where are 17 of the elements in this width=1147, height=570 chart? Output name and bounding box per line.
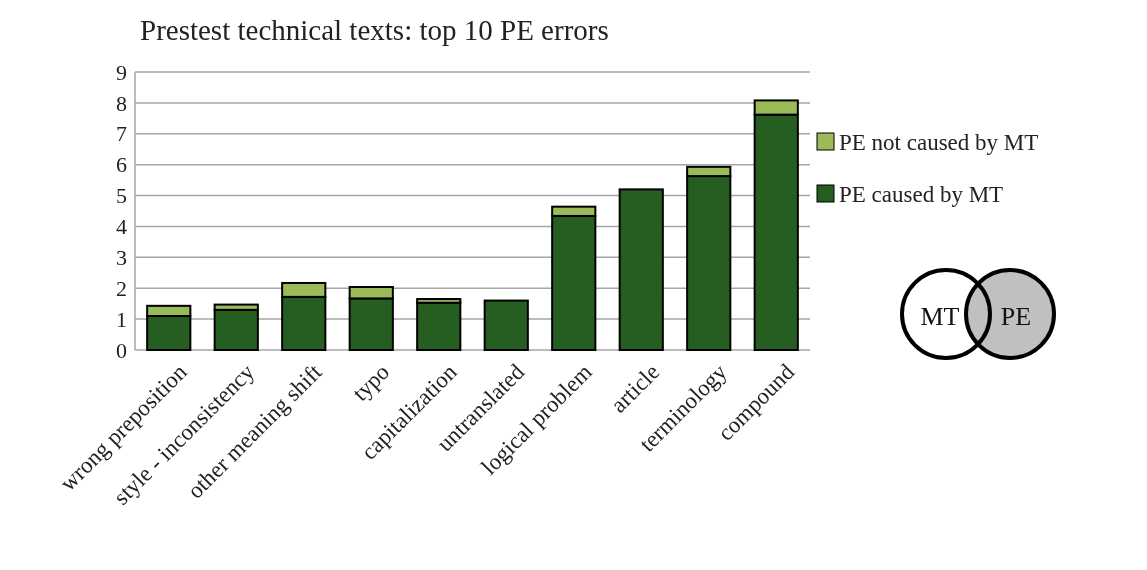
bar [213, 308, 259, 351]
y-tick-label: 6 [116, 152, 127, 178]
y-tick-label: 5 [116, 183, 127, 209]
legend-label: PE not caused by MT [839, 130, 1039, 156]
y-tick-label: 2 [116, 275, 127, 301]
y-tick-label: 4 [116, 214, 127, 240]
chart-title: Prestest technical texts: top 10 PE errors [140, 14, 609, 46]
y-tick-label: 3 [116, 245, 127, 271]
y-tick-label: 9 [116, 59, 127, 85]
bar [483, 299, 529, 351]
y-tick-label: 8 [116, 90, 127, 116]
y-tick-label: 1 [116, 306, 127, 332]
y-tick-label: 0 [116, 337, 127, 363]
legend-label: PE caused by MT [839, 182, 1004, 208]
y-tick-label: 7 [116, 121, 127, 147]
bar [416, 301, 462, 351]
bar [618, 188, 664, 351]
